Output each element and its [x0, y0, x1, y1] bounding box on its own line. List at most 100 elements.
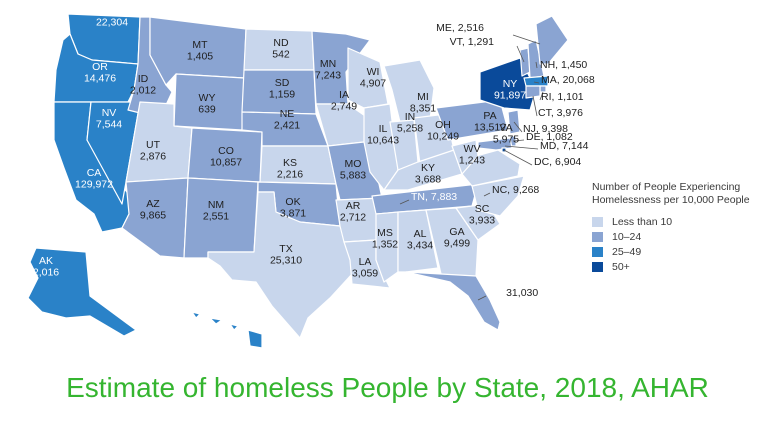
state-label-sc: SC 3,933: [469, 203, 495, 227]
state-abbr: RI,: [541, 91, 557, 103]
state-label-ky: KY 3,688: [415, 162, 441, 186]
state-abbr: TN,: [411, 191, 431, 203]
state-count: 2,712: [340, 212, 366, 224]
state-tx: [207, 191, 353, 339]
leader-line-nh: [535, 61, 538, 69]
leader-line-md: [504, 145, 539, 150]
state-count: 9,398: [542, 123, 568, 135]
state-label-az: AZ 9,865: [140, 198, 166, 222]
state-pa: [435, 99, 509, 141]
legend-swatch: [592, 261, 603, 272]
state-count: 639: [198, 104, 216, 116]
state-label-ia: IA 2,749: [331, 89, 357, 113]
state-count: 5,975: [493, 134, 519, 146]
state-label-tx: TX 25,310: [270, 243, 302, 267]
leader-line-nc: [483, 192, 491, 197]
state-count: 8,351: [410, 103, 436, 115]
state-count: 4,907: [360, 78, 386, 90]
state-nc: [471, 175, 525, 217]
state-label-ma: MA, 20,068: [541, 74, 595, 86]
state-count: 2,516: [458, 22, 484, 34]
state-count: 2,876: [140, 151, 166, 163]
state-abbr: VT,: [450, 36, 468, 48]
state-abbr: AL: [414, 228, 427, 240]
legend-swatch: [592, 231, 603, 242]
state-abbr: WV: [464, 143, 481, 155]
state-count: 2,749: [331, 101, 357, 113]
state-count: 1,291: [468, 36, 494, 48]
leader-line-fl: [477, 295, 487, 301]
state-count: 1,243: [459, 155, 485, 167]
state-hi: [191, 311, 263, 349]
state-count: 22,304: [96, 17, 128, 29]
state-count: 1,405: [187, 51, 213, 63]
state-count: 10,643: [367, 135, 399, 147]
state-abbr: CO: [218, 145, 234, 157]
state-abbr: WA: [104, 5, 121, 17]
state-label-pa: PA 13,512: [474, 110, 506, 134]
legend-swatch: [592, 246, 603, 257]
state-label-ne: NE 2,421: [274, 108, 300, 132]
state-label-ar: AR 2,712: [340, 200, 366, 224]
state-label-mo: MO 5,883: [340, 158, 366, 182]
state-label-nd: ND 542: [272, 37, 290, 61]
state-count: 2,012: [130, 85, 156, 97]
state-abbr: ID: [138, 73, 149, 85]
state-abbr: OK: [285, 196, 300, 208]
state-wv: [451, 139, 479, 175]
legend-item-10-24: 10–24: [592, 229, 772, 244]
state-label-mt: MT 1,405: [187, 39, 213, 63]
state-count: 3,933: [469, 215, 495, 227]
state-abbr: NJ,: [523, 123, 542, 135]
state-count: 31,030: [506, 287, 538, 299]
state-label-ga: GA 9,499: [444, 226, 470, 250]
state-count: 7,544: [96, 119, 122, 131]
state-abbr: DE,: [526, 131, 546, 143]
state-count: 91,897: [494, 90, 526, 102]
leader-line-ri: [539, 91, 544, 101]
state-abbr: MD,: [540, 140, 562, 152]
state-count: 3,434: [407, 240, 433, 252]
state-ma: [523, 75, 549, 87]
state-label-wa: WA 22,304: [96, 5, 128, 29]
state-count: 7,243: [315, 70, 341, 82]
state-me: [535, 15, 569, 65]
state-label-id: ID 2,012: [130, 73, 156, 97]
state-abbr: GA: [449, 226, 464, 238]
state-al: [397, 209, 439, 273]
state-abbr: PA: [483, 110, 496, 122]
state-label-nc: NC, 9,268: [492, 184, 539, 196]
state-mn: [311, 30, 371, 105]
state-abbr: MS: [377, 227, 393, 239]
state-count: 1,082: [546, 131, 572, 143]
state-label-ny: NY 91,897: [494, 78, 526, 102]
state-count: 5,883: [340, 170, 366, 182]
state-count: 1,159: [269, 89, 295, 101]
legend-label: 50+: [612, 260, 630, 273]
state-count: 5,258: [397, 123, 423, 135]
state-abbr: MO: [345, 158, 362, 170]
state-abbr: VA: [499, 122, 512, 134]
legend-label: 25–49: [612, 245, 642, 258]
state-label-fl: FL, 31,030: [488, 287, 538, 299]
state-label-in: IN 5,258: [397, 111, 423, 135]
state-label-me: ME, 2,516: [436, 22, 484, 34]
state-count: 14,476: [84, 73, 116, 85]
state-label-ok: OK 3,871: [280, 196, 306, 220]
state-label-sd: SD 1,159: [269, 77, 295, 101]
state-abbr: OH: [435, 119, 451, 131]
state-count: 7,883: [431, 191, 457, 203]
state-count: 2,421: [274, 120, 300, 132]
state-abbr: MI: [417, 91, 429, 103]
state-label-mi: MI 8,351: [410, 91, 436, 115]
state-abbr: MN: [320, 58, 336, 70]
state-label-or: OR 14,476: [84, 61, 116, 85]
state-abbr: CT,: [538, 107, 557, 119]
state-label-va: VA 5,975: [493, 122, 519, 146]
state-label-ri: RI, 1,101: [541, 91, 584, 103]
state-label-dc: DC, 6,904: [534, 156, 581, 168]
state-abbr: NC,: [492, 184, 513, 196]
state-count: 9,865: [140, 210, 166, 222]
state-count: 3,059: [352, 268, 378, 280]
state-abbr: SC: [475, 203, 490, 215]
